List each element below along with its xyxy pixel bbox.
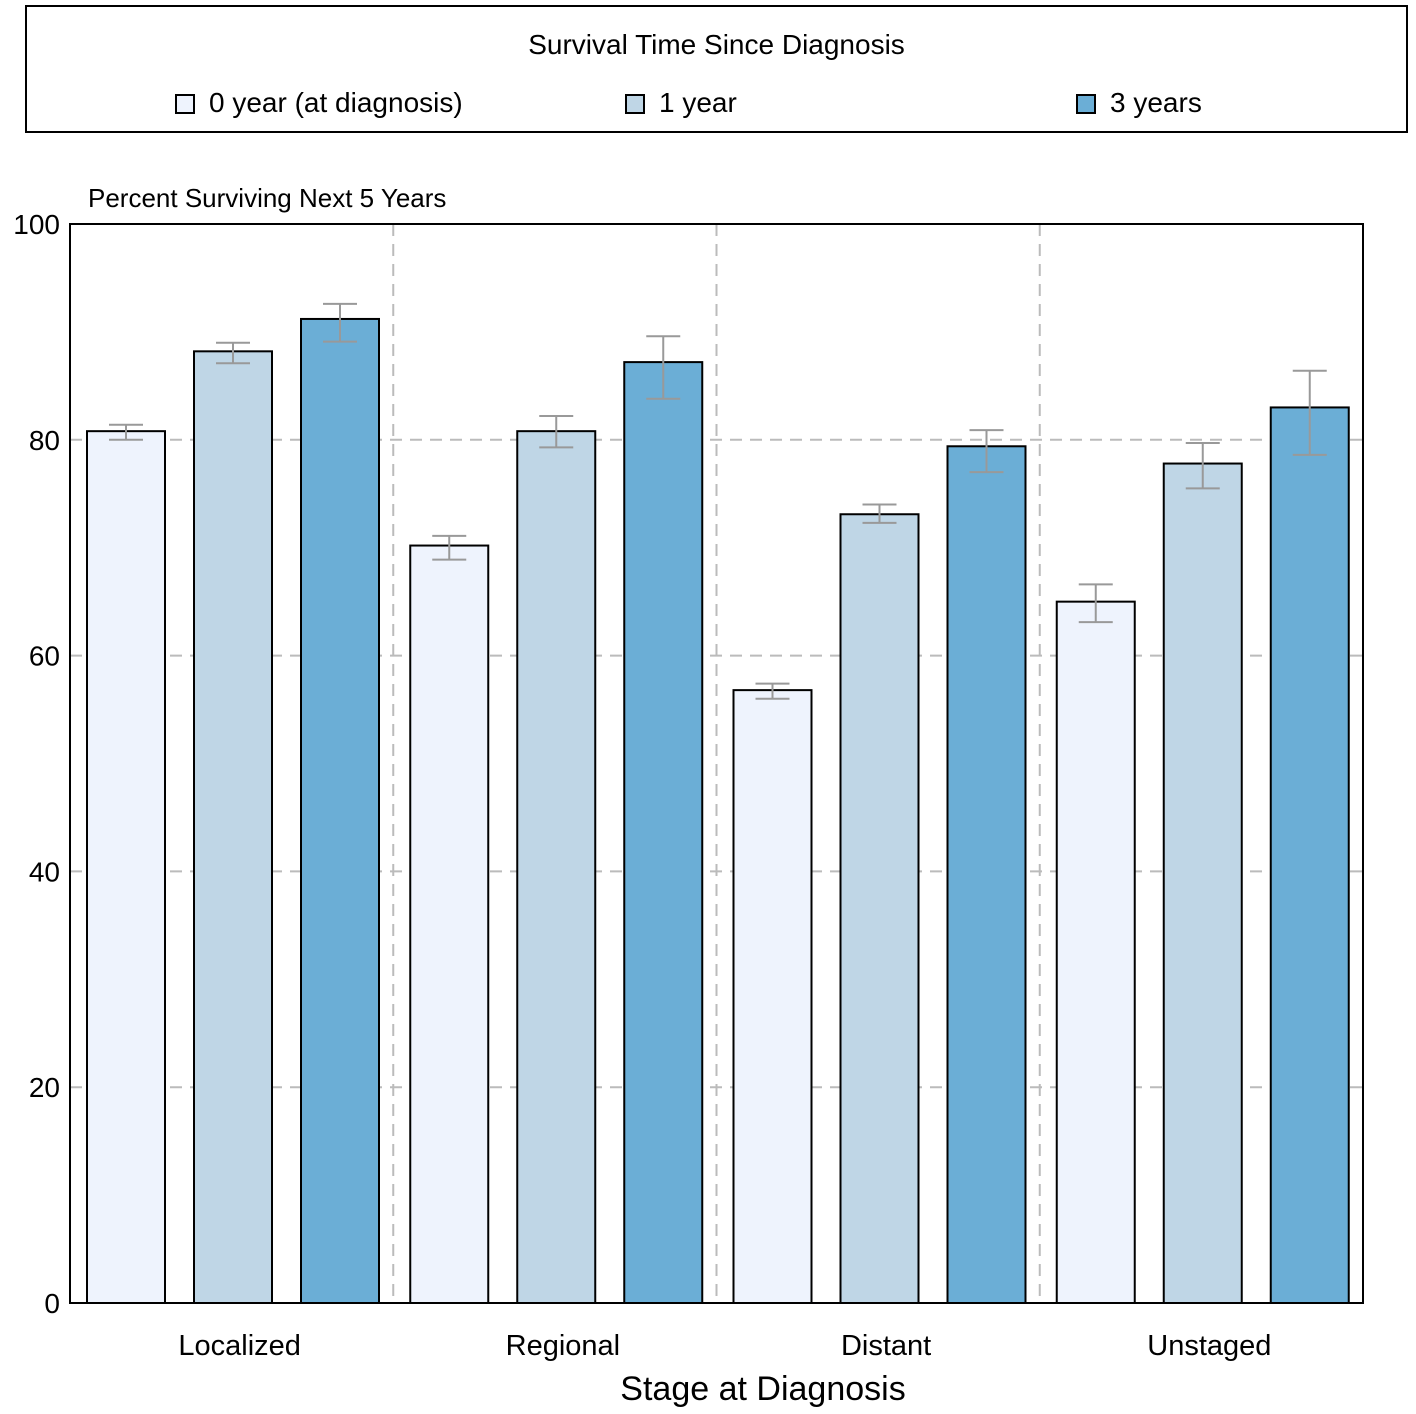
legend-swatch-1-year bbox=[625, 94, 645, 114]
bar-distant-1 bbox=[839, 513, 920, 1304]
legend-label-3-years: 3 years bbox=[1110, 87, 1202, 118]
x-tick-label: Regional bbox=[506, 1330, 620, 1362]
bar-localized-2 bbox=[300, 317, 380, 1304]
legend-item-1-year: 1 year bbox=[625, 87, 737, 119]
legend: Survival Time Since Diagnosis 0 year (at… bbox=[25, 5, 1408, 133]
bar-distant-2 bbox=[946, 445, 1027, 1304]
error-bars bbox=[109, 302, 1327, 700]
bar-localized-1 bbox=[193, 350, 273, 1304]
plot-frame bbox=[69, 223, 1364, 1304]
y-tick-labels: 0 20 40 60 80 100 bbox=[13, 209, 60, 1319]
y-tick-label: 100 bbox=[13, 209, 60, 240]
bar-distant-0 bbox=[732, 689, 813, 1304]
legend-item-3-years: 3 years bbox=[1076, 87, 1202, 119]
bar-unstaged-1 bbox=[1162, 462, 1243, 1304]
x-tick-label: Distant bbox=[841, 1330, 931, 1362]
legend-swatch-3-years bbox=[1076, 94, 1096, 114]
bar-regional-2 bbox=[623, 361, 704, 1304]
bar-regional-0 bbox=[409, 544, 490, 1304]
legend-label-0-year: 0 year (at diagnosis) bbox=[209, 87, 463, 118]
x-tick-label: Unstaged bbox=[1147, 1330, 1271, 1362]
legend-label-1-year: 1 year bbox=[659, 87, 737, 118]
bars bbox=[86, 317, 1350, 1304]
legend-item-0-year: 0 year (at diagnosis) bbox=[175, 87, 463, 119]
bar-unstaged-0 bbox=[1055, 600, 1136, 1304]
y-tick-label: 60 bbox=[29, 641, 60, 672]
y-tick-label: 0 bbox=[44, 1288, 60, 1319]
y-tick-label: 20 bbox=[29, 1072, 60, 1103]
bar-unstaged-2 bbox=[1269, 406, 1350, 1304]
bar-localized-0 bbox=[86, 430, 166, 1304]
y-tick-label: 80 bbox=[29, 425, 60, 456]
bar-regional-1 bbox=[516, 430, 597, 1304]
legend-swatch-0-year bbox=[175, 94, 195, 114]
x-axis-label: Stage at Diagnosis bbox=[620, 1370, 905, 1408]
y-tick-label: 40 bbox=[29, 856, 60, 887]
x-tick-labels: Localized Regional Distant Unstaged bbox=[178, 1330, 1271, 1362]
y-axis-label: Percent Surviving Next 5 Years bbox=[88, 183, 446, 213]
x-tick-label: Localized bbox=[178, 1330, 301, 1362]
gridlines bbox=[70, 224, 1363, 1303]
legend-title: Survival Time Since Diagnosis bbox=[528, 29, 905, 60]
